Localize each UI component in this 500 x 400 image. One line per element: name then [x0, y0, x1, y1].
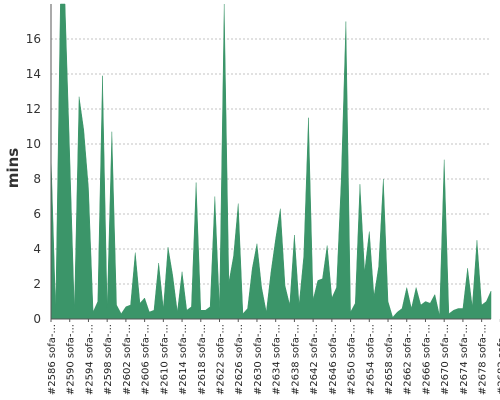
x-tick-label: #2630 sofa-...: [253, 324, 264, 395]
x-tick-labels: #2586 sofa-... #2590 sofa-... #2594 sofa-.…: [47, 319, 500, 395]
x-tick-label: #2622 sofa-...: [216, 324, 227, 395]
x-tick-label: #2678 sofa-...: [478, 324, 489, 395]
x-tick-label: #2634 sofa-...: [272, 324, 283, 395]
x-tick-label: #2606 sofa-...: [141, 324, 152, 395]
y-tick-label: 6: [33, 207, 41, 221]
x-tick-label: #2590 sofa-...: [66, 324, 77, 395]
axes: [50, 4, 491, 320]
x-tick-label: #2586 sofa-...: [47, 324, 58, 395]
y-tick-label: 12: [26, 102, 41, 116]
x-tick-label: #2602 sofa-...: [122, 324, 133, 395]
x-tick-label: #2654 sofa-...: [365, 324, 376, 395]
x-tick-label: #2638 sofa-...: [290, 324, 301, 395]
y-axis-label: mins: [4, 148, 22, 188]
y-tick-labels: 0 2 4 6 8 10 12 14 16: [26, 32, 41, 326]
area-mark: [50, 3, 492, 320]
y-tick-label: 8: [33, 172, 41, 186]
x-tick-label: #2666 sofa-...: [421, 324, 432, 395]
x-tick-label: #2618 sofa-...: [197, 324, 208, 395]
x-tick-label: #2626 sofa-...: [234, 324, 245, 395]
x-tick-label: #2610 sofa-...: [159, 324, 170, 395]
y-tick-label: 0: [33, 312, 41, 326]
y-tick-label: 2: [33, 277, 41, 291]
gridlines: [51, 38, 491, 285]
x-tick-label: #2682 sofa-...: [496, 324, 500, 395]
y-tick-label: 4: [33, 242, 41, 256]
y-tick-label: 10: [26, 137, 41, 151]
x-tick-label: #2662 sofa-...: [403, 324, 414, 395]
x-tick-label: #2674 sofa-...: [459, 324, 470, 395]
x-tick-label: #2658 sofa-...: [384, 324, 395, 395]
x-tick-label: #2614 sofa-...: [178, 324, 189, 395]
x-tick-label: #2598 sofa-...: [103, 324, 114, 395]
y-tick-label: 14: [26, 67, 41, 81]
area-series: [50, 3, 492, 320]
x-tick-label: #2650 sofa-...: [347, 324, 358, 395]
y-tick-label: 16: [26, 32, 41, 46]
x-tick-label: #2646 sofa-...: [328, 324, 339, 395]
x-tick-label: #2594 sofa-...: [84, 324, 95, 395]
x-tick-label: #2642 sofa-...: [309, 324, 320, 395]
x-tick-label: #2670 sofa-...: [440, 324, 451, 395]
